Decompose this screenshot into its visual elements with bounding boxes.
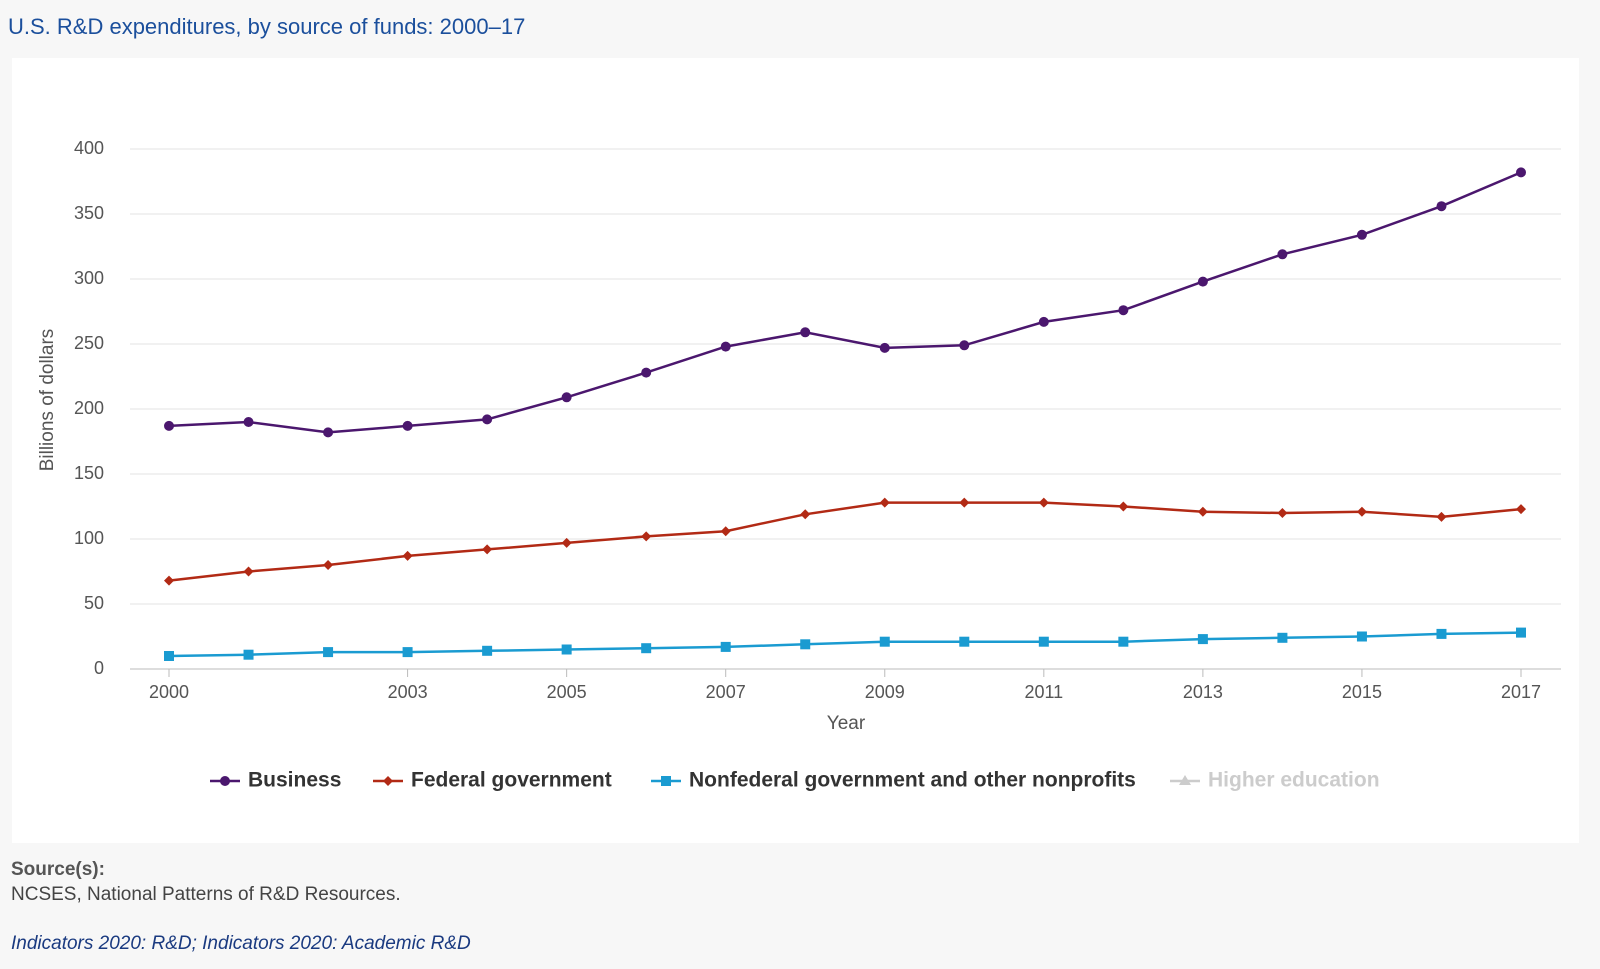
- y-tick-label: 250: [74, 333, 104, 353]
- y-tick-label: 50: [84, 593, 104, 613]
- y-tick-label: 300: [74, 268, 104, 288]
- point: [800, 639, 811, 650]
- point: [482, 645, 493, 656]
- point: [561, 392, 572, 403]
- point: [641, 367, 652, 378]
- point: [1516, 504, 1526, 515]
- y-tick-label: 100: [74, 528, 104, 548]
- point: [243, 649, 254, 660]
- point: [402, 550, 413, 561]
- point: [1277, 632, 1288, 643]
- point: [1356, 229, 1367, 240]
- point: [402, 647, 413, 658]
- series-line: [168, 631, 1522, 658]
- point: [1038, 497, 1049, 508]
- point: [482, 414, 493, 425]
- point: [1516, 627, 1526, 638]
- point: [1197, 276, 1208, 287]
- point: [243, 417, 254, 427]
- point: [959, 340, 970, 351]
- source-link[interactable]: Indicators 2020: R&D; Indicators 2020: A…: [11, 933, 471, 954]
- y-tick-label: 350: [74, 203, 104, 223]
- point: [1118, 636, 1129, 647]
- point: [482, 544, 493, 555]
- point: [1436, 628, 1447, 639]
- y-axis-label: Billions of dollars: [37, 329, 58, 472]
- x-tick-label: 2000: [149, 682, 189, 702]
- point: [800, 327, 811, 338]
- legend-label[interactable]: Nonfederal government and other nonprofi…: [689, 769, 1136, 792]
- y-tick-label: 400: [74, 138, 104, 158]
- point: [323, 647, 334, 658]
- point: [959, 497, 970, 508]
- x-tick-label: 2015: [1342, 682, 1382, 702]
- point: [561, 537, 572, 548]
- series-line: [168, 171, 1522, 434]
- point: [641, 531, 652, 542]
- point: [1197, 634, 1208, 645]
- point: [1516, 167, 1526, 178]
- x-tick-label: 2013: [1183, 682, 1223, 702]
- point: [164, 651, 174, 661]
- point: [879, 497, 890, 508]
- y-tick-label: 200: [74, 398, 104, 418]
- point: [1197, 506, 1208, 517]
- legend-marker: [661, 776, 671, 786]
- point: [1038, 316, 1049, 327]
- legend-label[interactable]: Higher education: [1208, 769, 1380, 792]
- legend-label[interactable]: Business: [248, 769, 341, 792]
- source-text: NCSES, National Patterns of R&D Resource…: [11, 884, 401, 905]
- point: [720, 526, 731, 537]
- point: [879, 636, 890, 647]
- point: [720, 341, 731, 352]
- point: [1356, 631, 1367, 642]
- point: [323, 427, 334, 438]
- point: [1277, 508, 1288, 518]
- x-tick-label: 2009: [865, 682, 905, 702]
- chart-title: U.S. R&D expenditures, by source of fund…: [8, 14, 525, 39]
- y-tick-label: 0: [94, 658, 104, 678]
- point: [959, 636, 970, 647]
- point: [879, 342, 890, 353]
- point: [720, 641, 731, 652]
- legend-marker: [383, 776, 393, 786]
- x-tick-label: 2017: [1501, 682, 1541, 702]
- series-line: [168, 501, 1522, 582]
- point: [800, 509, 811, 520]
- legend-marker: [1179, 775, 1191, 785]
- point: [1436, 201, 1447, 212]
- point: [243, 566, 254, 577]
- x-tick-label: 2011: [1024, 682, 1063, 702]
- point: [1277, 249, 1288, 260]
- point: [402, 420, 413, 431]
- point: [323, 560, 334, 570]
- point: [1118, 305, 1129, 316]
- point: [164, 420, 174, 431]
- point: [1436, 511, 1447, 522]
- chart-card: [12, 58, 1579, 843]
- x-tick-label: 2005: [547, 682, 587, 702]
- x-tick-label: 2003: [388, 682, 428, 702]
- point: [1356, 506, 1367, 517]
- point: [1118, 501, 1129, 512]
- legend-label[interactable]: Federal government: [411, 769, 612, 792]
- y-tick-label: 150: [74, 463, 104, 483]
- legend-marker: [220, 776, 230, 786]
- point: [164, 575, 174, 586]
- x-axis-label: Year: [827, 713, 866, 734]
- source-heading: Source(s):: [11, 859, 105, 880]
- point: [1038, 636, 1049, 647]
- point: [561, 644, 572, 655]
- point: [641, 643, 652, 654]
- x-tick-label: 2007: [706, 682, 746, 702]
